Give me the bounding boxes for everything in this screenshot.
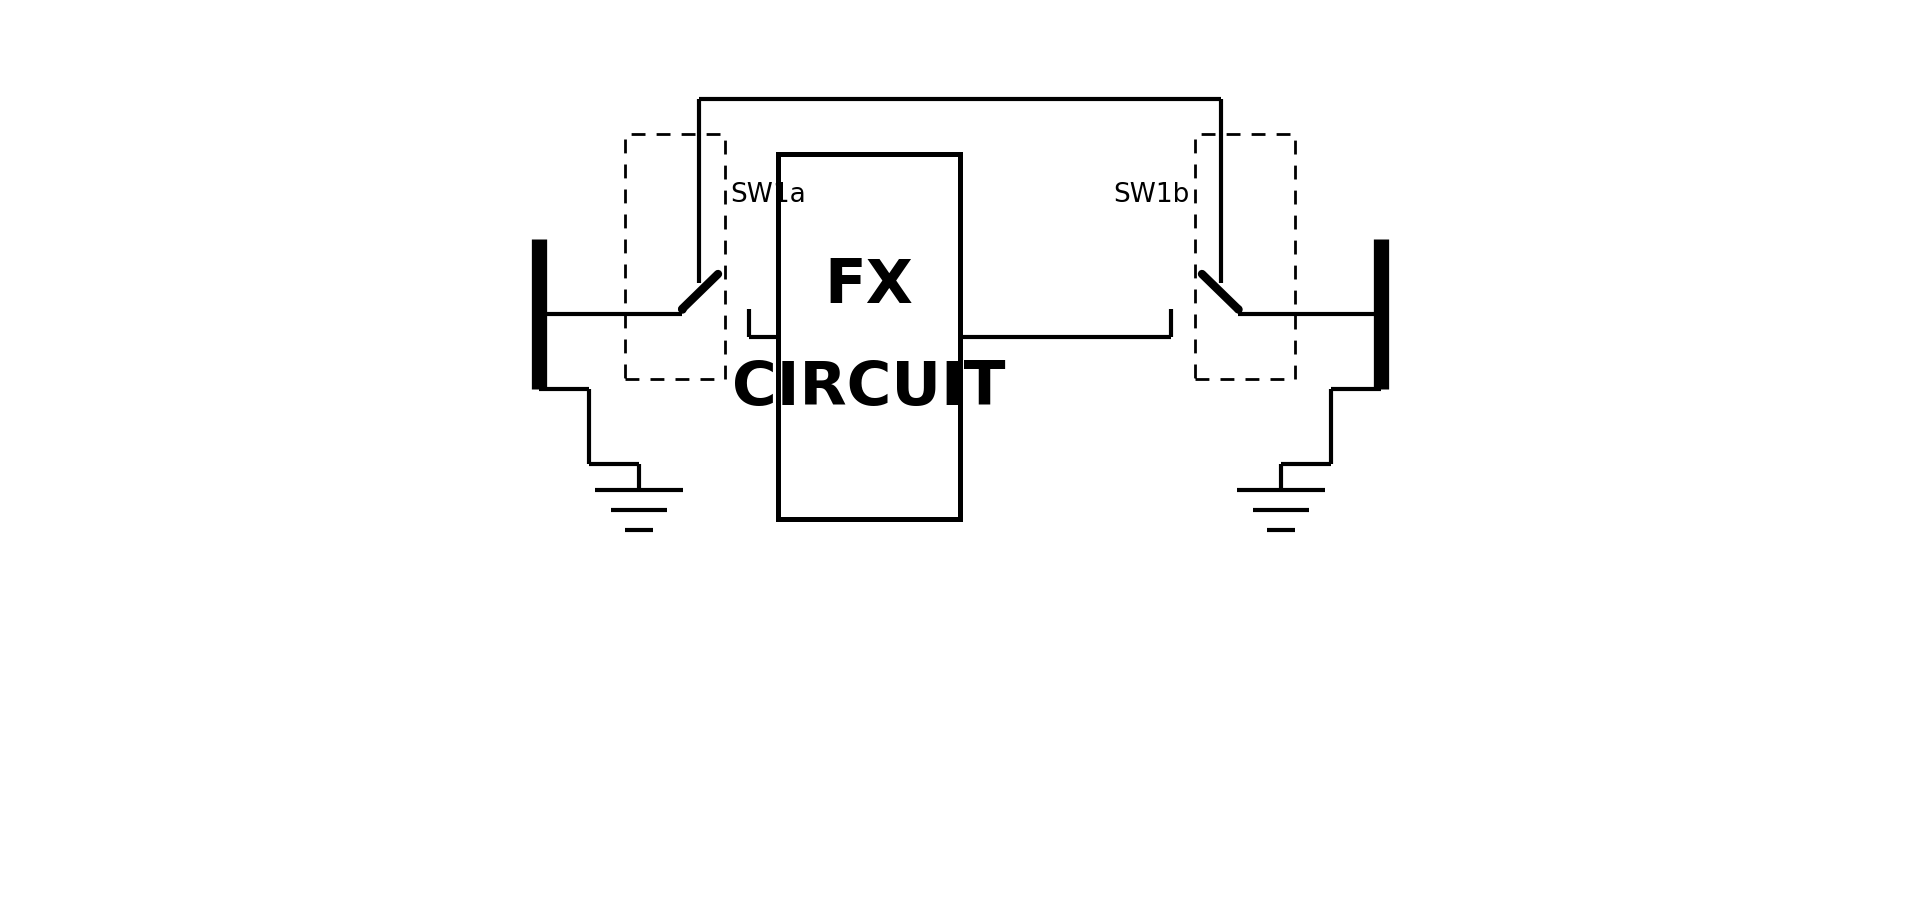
- Bar: [778, 154, 960, 519]
- Text: SW1b: SW1b: [1114, 182, 1190, 208]
- Text: SW1a: SW1a: [730, 182, 806, 208]
- Text: FX: FX: [824, 257, 914, 316]
- Text: CIRCUIT: CIRCUIT: [732, 358, 1006, 417]
